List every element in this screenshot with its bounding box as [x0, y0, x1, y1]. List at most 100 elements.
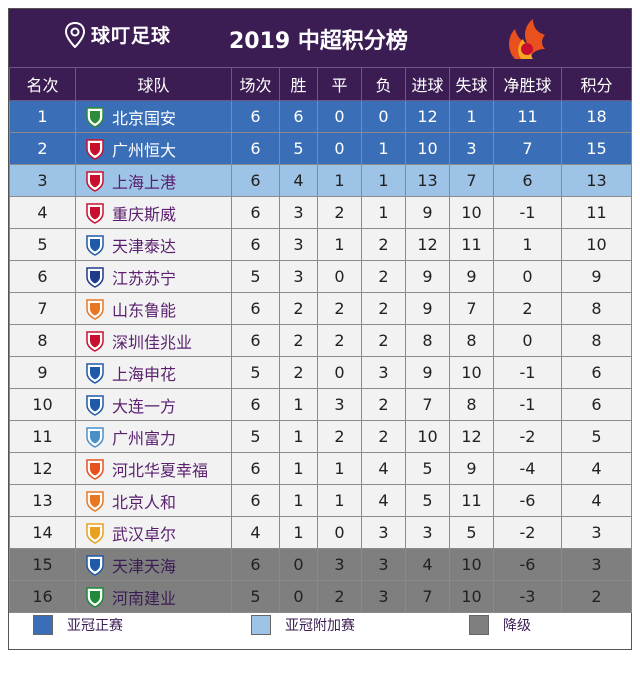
team-cell: 上海申花	[75, 356, 232, 389]
brand-name: 球叮足球	[91, 25, 172, 47]
legend-swatch	[251, 615, 271, 635]
table-row: 7 山东鲁能 6 2 2 2 9 7 2 8	[9, 292, 632, 325]
goals-for-cell: 12	[405, 100, 450, 133]
rank-cell: 8	[9, 324, 76, 357]
drawn-cell: 1	[317, 484, 362, 517]
won-cell: 1	[279, 484, 318, 517]
lost-cell: 1	[361, 164, 406, 197]
location-pin-icon	[65, 21, 85, 48]
table-row: 4 重庆斯威 6 3 2 1 9 10 -1 11	[9, 196, 632, 229]
legend: 亚冠正赛 亚冠附加赛 降级	[9, 607, 631, 649]
team-name: 广州富力	[112, 428, 177, 448]
team-cell: 河北华夏幸福	[75, 452, 232, 485]
lost-cell: 1	[361, 196, 406, 229]
team-cell: 广州富力	[75, 420, 232, 453]
team-crest-icon	[86, 330, 104, 352]
lost-cell: 2	[361, 292, 406, 325]
team-cell: 北京人和	[75, 484, 232, 517]
standings-table: 名次 球队 场次胜平负进球 失球 净胜球 积分 1 北京国安 6 6 0 0 12 1 11 18 2 广州恒大…	[9, 67, 632, 613]
table-header-row: 名次 球队 场次胜平负进球 失球 净胜球 积分	[9, 67, 632, 101]
legend-item-relegation: 降级	[469, 615, 531, 635]
team-name: 天津泰达	[112, 236, 177, 256]
lost-cell: 4	[361, 484, 406, 517]
won-cell: 0	[279, 548, 318, 581]
team-crest-icon	[86, 170, 104, 192]
played-cell: 6	[231, 388, 280, 421]
points-cell: 15	[561, 132, 632, 165]
drawn-cell: 1	[317, 452, 362, 485]
drawn-cell: 2	[317, 292, 362, 325]
lost-cell: 2	[361, 260, 406, 293]
goals-for-cell: 7	[405, 388, 450, 421]
team-name: 上海上港	[112, 172, 177, 192]
table-row: 12 河北华夏幸福 6 1 1 4 5 9 -4 4	[9, 452, 632, 485]
rank-cell: 13	[9, 484, 76, 517]
played-cell: 6	[231, 132, 280, 165]
drawn-cell: 3	[317, 388, 362, 421]
lost-cell: 2	[361, 388, 406, 421]
lost-cell: 4	[361, 452, 406, 485]
points-cell: 13	[561, 164, 632, 197]
goals-for-cell: 3	[405, 516, 450, 549]
goal-difference-cell: 7	[493, 132, 562, 165]
table-row: 5 天津泰达 6 3 1 2 12 11 1 10	[9, 228, 632, 261]
rank-cell: 2	[9, 132, 76, 165]
drawn-cell: 2	[317, 196, 362, 229]
table-row: 3 上海上港 6 4 1 1 13 7 6 13	[9, 164, 632, 197]
team-cell: 江苏苏宁	[75, 260, 232, 293]
col-team-header: 球队	[75, 67, 232, 101]
won-cell: 0	[279, 580, 318, 613]
team-cell: 上海上港	[75, 164, 232, 197]
won-cell: 2	[279, 292, 318, 325]
rank-cell: 5	[9, 228, 76, 261]
col-ga-header: 失球	[449, 67, 494, 101]
rank-cell: 15	[9, 548, 76, 581]
drawn-cell: 0	[317, 356, 362, 389]
team-crest-icon	[86, 202, 104, 224]
goals-against-cell: 7	[449, 164, 494, 197]
lost-cell: 3	[361, 516, 406, 549]
played-cell: 6	[231, 100, 280, 133]
goals-for-cell: 4	[405, 548, 450, 581]
team-cell: 大连一方	[75, 388, 232, 421]
col-gf-header: 进球	[405, 67, 450, 101]
team-crest-icon	[86, 234, 104, 256]
lost-cell: 2	[361, 420, 406, 453]
col-won-header: 胜	[279, 67, 318, 101]
goals-against-cell: 7	[449, 292, 494, 325]
rank-cell: 1	[9, 100, 76, 133]
goal-difference-cell: -6	[493, 548, 562, 581]
team-cell: 武汉卓尔	[75, 516, 232, 549]
goal-difference-cell: -3	[493, 580, 562, 613]
won-cell: 3	[279, 196, 318, 229]
rank-cell: 14	[9, 516, 76, 549]
table-row: 9 上海申花 5 2 0 3 9 10 -1 6	[9, 356, 632, 389]
table-row: 8 深圳佳兆业 6 2 2 2 8 8 0 8	[9, 324, 632, 357]
table-row: 1 北京国安 6 6 0 0 12 1 11 18	[9, 100, 632, 133]
won-cell: 2	[279, 324, 318, 357]
legend-swatch	[469, 615, 489, 635]
points-cell: 9	[561, 260, 632, 293]
header-bar: 球叮足球 2019 中超积分榜	[9, 9, 631, 67]
goals-against-cell: 11	[449, 484, 494, 517]
goal-difference-cell: 2	[493, 292, 562, 325]
col-gd-header: 净胜球	[493, 67, 562, 101]
drawn-cell: 3	[317, 548, 362, 581]
team-cell: 深圳佳兆业	[75, 324, 232, 357]
col-pts-header: 积分	[561, 67, 632, 101]
rank-cell: 12	[9, 452, 76, 485]
goals-against-cell: 12	[449, 420, 494, 453]
team-name: 武汉卓尔	[112, 524, 177, 544]
goal-difference-cell: 1	[493, 228, 562, 261]
legend-item-playoff: 亚冠附加赛	[251, 615, 355, 635]
goal-difference-cell: -1	[493, 196, 562, 229]
legend-swatch	[33, 615, 53, 635]
won-cell: 6	[279, 100, 318, 133]
table-row: 16 河南建业 5 0 2 3 7 10 -3 2	[9, 580, 632, 613]
lost-cell: 3	[361, 356, 406, 389]
team-cell: 天津天海	[75, 548, 232, 581]
won-cell: 2	[279, 356, 318, 389]
goal-difference-cell: 11	[493, 100, 562, 133]
goals-against-cell: 8	[449, 324, 494, 357]
goal-difference-cell: -6	[493, 484, 562, 517]
